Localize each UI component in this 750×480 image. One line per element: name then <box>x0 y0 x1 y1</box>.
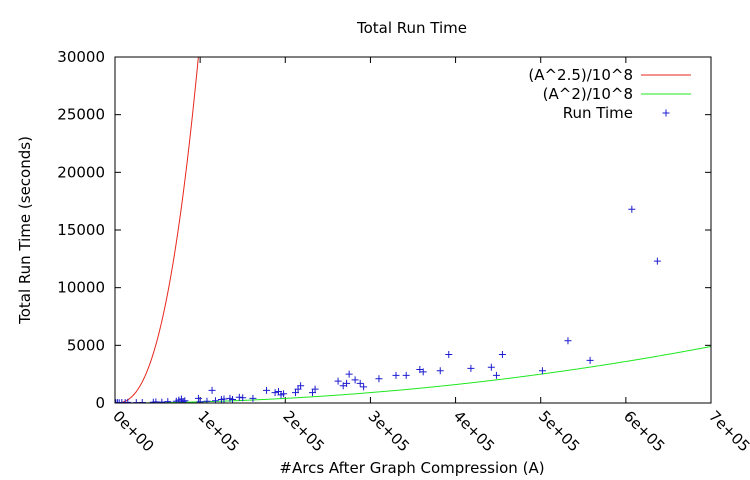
run-time-point <box>356 379 364 387</box>
run-time-point <box>487 363 495 371</box>
run-time-point <box>158 398 166 403</box>
run-time-point <box>351 376 359 384</box>
run-time-point <box>492 371 500 379</box>
run-time-point <box>164 398 172 403</box>
run-time-point <box>280 390 288 398</box>
run-time-point <box>228 396 236 403</box>
run-time-point <box>343 379 351 387</box>
x-tick-label: 2e+05 <box>279 407 327 455</box>
run-time-point <box>360 383 368 391</box>
y-axis-label: Total Run Time (seconds) <box>16 136 34 325</box>
y-axis-label-group: Total Run Time (seconds) <box>16 136 34 325</box>
run-time-point <box>271 389 279 397</box>
run-time-point <box>211 397 219 403</box>
run-time-point <box>467 364 475 372</box>
run-time-point <box>203 397 211 403</box>
y-tick-label: 10000 <box>57 279 105 297</box>
x-tick-label: 6e+05 <box>620 407 668 455</box>
run-time-point <box>653 257 661 265</box>
run-time-point <box>375 375 383 383</box>
legend-marker <box>662 109 670 117</box>
y-tick-label: 15000 <box>57 221 105 239</box>
run-time-point <box>498 351 506 359</box>
run-time-point <box>181 397 189 403</box>
y-tick-label: 5000 <box>67 336 105 354</box>
run-time-point <box>345 370 353 378</box>
legend-label: (A^2.5)/10^8 <box>528 66 633 84</box>
run-time-point <box>194 394 202 402</box>
y-axis-ticks: 0 5000 10000 15000 20000 25000 30000 <box>57 48 711 412</box>
x-tick-label: 5e+05 <box>535 407 583 455</box>
run-time-point <box>564 337 572 345</box>
run-time-point <box>297 382 305 390</box>
run-time-point <box>152 398 160 403</box>
y-tick-label: 30000 <box>57 48 105 66</box>
x-axis-ticks: 0e+00 1e+05 2e+05 3e+05 4e+05 5e+05 6e+05 7e+05 <box>109 57 750 455</box>
chart-title: Total Run Time <box>356 19 467 37</box>
y-tick-label: 20000 <box>57 163 105 181</box>
x-tick-label: 0e+00 <box>109 407 157 455</box>
run-time-point <box>249 394 257 402</box>
run-time-point <box>436 367 444 375</box>
run-time-point <box>235 393 243 401</box>
x-tick-label: 7e+05 <box>705 407 750 455</box>
run-time-point <box>124 398 132 403</box>
run-time-point <box>538 367 546 375</box>
legend-label: (A^2)/10^8 <box>543 85 633 103</box>
x-tick-label: 4e+05 <box>450 407 498 455</box>
curve-a-pow-2-5 <box>115 57 199 403</box>
run-time-points <box>115 205 661 403</box>
y-tick-label: 25000 <box>57 106 105 124</box>
x-tick-label: 1e+05 <box>194 407 242 455</box>
curve-a-pow-2 <box>115 345 711 403</box>
plot-frame <box>114 56 712 404</box>
run-time-point <box>586 356 594 364</box>
x-tick-label: 3e+05 <box>365 407 413 455</box>
run-time-point <box>445 351 453 359</box>
run-time-point <box>208 386 216 394</box>
run-time-point <box>220 395 228 403</box>
y-tick-label: 0 <box>95 394 105 412</box>
run-time-point <box>334 377 342 385</box>
run-time-point <box>263 386 271 394</box>
run-time-point <box>402 371 410 379</box>
legend-label: Run Time <box>563 104 633 122</box>
run-time-point <box>179 398 187 403</box>
run-time-point <box>239 394 247 402</box>
run-time-point <box>628 205 636 213</box>
x-axis-label: #Arcs After Graph Compression (A) <box>279 459 544 477</box>
run-time-point <box>419 368 427 376</box>
run-time-point <box>196 398 204 403</box>
run-time-point <box>392 371 400 379</box>
run-time-point <box>311 385 319 393</box>
function-curves <box>115 57 711 403</box>
